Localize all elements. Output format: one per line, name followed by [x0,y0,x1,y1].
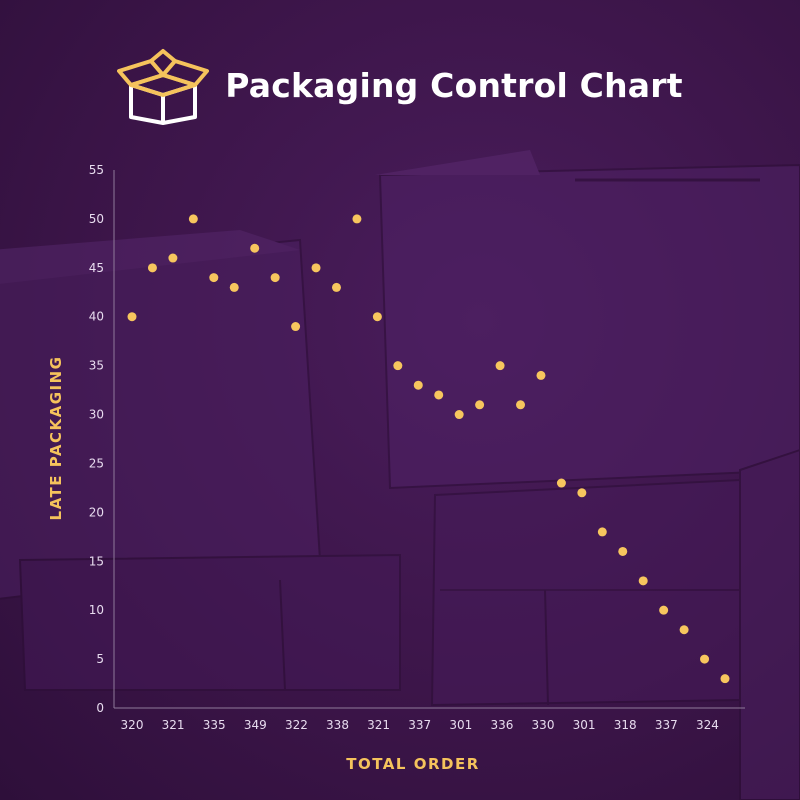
data-point [720,674,730,684]
data-point [679,625,689,635]
y-tick-label: 35 [89,359,104,373]
x-tick-label: 322 [285,718,308,732]
data-point [516,400,526,410]
data-point [209,273,219,283]
x-tick-label: 337 [408,718,431,732]
y-tick-label: 30 [89,408,104,422]
y-tick-label: 55 [89,163,104,177]
data-point [291,322,301,332]
x-tick-label: 321 [162,718,185,732]
x-tick-label: 336 [490,718,513,732]
data-point [311,263,321,273]
y-tick-label: 20 [89,505,104,519]
data-point [229,282,239,292]
y-tick-label: 15 [89,554,104,568]
y-tick-label: 40 [89,310,104,324]
x-tick-label: 301 [573,718,596,732]
data-point [127,312,137,322]
x-tick-label: 330 [532,718,555,732]
x-tick-label: 318 [614,718,637,732]
x-tick-label: 349 [244,718,267,732]
data-point [270,273,280,283]
data-point [188,214,198,224]
data-point [475,400,485,410]
x-tick-label: 320 [121,718,144,732]
data-point [638,576,648,586]
data-point [331,282,341,292]
data-point [147,263,157,273]
data-point [454,410,464,420]
data-point [434,390,444,400]
data-point [372,312,382,322]
x-tick-label: 324 [696,718,719,732]
open-box-icon [117,49,210,125]
y-tick-label: 45 [89,261,104,275]
data-point [556,478,566,488]
data-point [250,243,260,253]
x-tick-label: 338 [326,718,349,732]
data-point [597,527,607,537]
data-point [618,546,628,556]
x-axis-label: TOTAL ORDER [346,755,480,773]
y-tick-label: 5 [96,652,104,666]
y-axis-label: LATE PACKAGING [47,356,65,521]
data-point [659,605,669,615]
data-point [352,214,362,224]
data-point [413,380,423,390]
data-point [168,253,178,263]
y-tick-label: 50 [89,212,104,226]
y-tick-label: 25 [89,456,104,470]
data-point [700,654,710,664]
data-point [495,361,505,371]
chart-header: Packaging Control Chart [0,40,800,130]
x-tick-label: 301 [449,718,472,732]
data-point [577,488,587,498]
x-tick-label: 335 [203,718,226,732]
data-point [393,361,403,371]
x-tick-label: 337 [655,718,678,732]
y-tick-label: 10 [89,603,104,617]
chart-title: Packaging Control Chart [225,65,683,105]
data-point [536,370,546,380]
y-tick-label: 0 [96,701,104,715]
x-tick-label: 321 [367,718,390,732]
